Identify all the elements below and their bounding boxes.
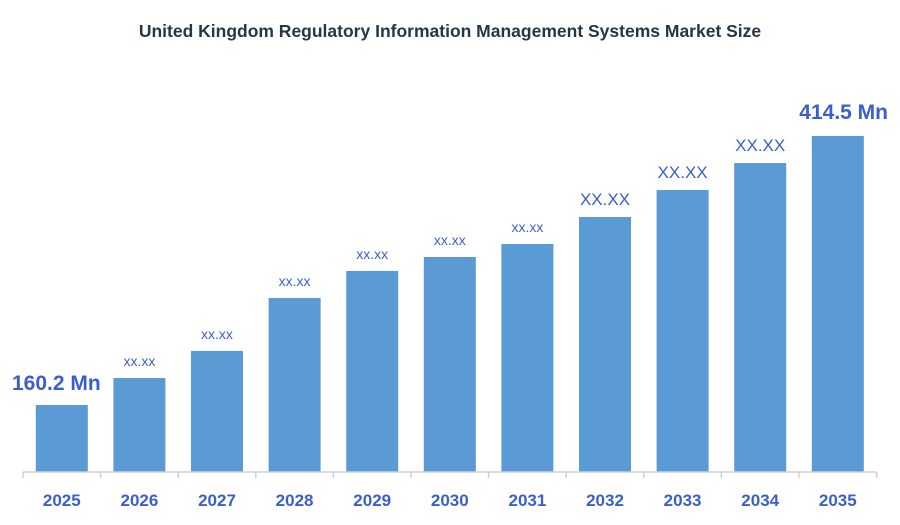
data-label-2034: XX.XX	[735, 136, 785, 155]
x-tick-label: 2025	[43, 491, 81, 510]
data-label-2027: xx.xx	[201, 326, 233, 342]
x-tick-label: 2028	[276, 491, 314, 510]
bar-2027	[191, 350, 243, 472]
bar-2032	[579, 217, 631, 472]
data-label-2026: xx.xx	[123, 353, 155, 369]
bar-2035	[811, 135, 864, 473]
data-label-2033: XX.XX	[658, 163, 708, 182]
x-tick-label: 2033	[664, 491, 702, 510]
data-label-2029: xx.xx	[356, 246, 388, 262]
bar-2034	[734, 163, 787, 472]
data-label-2035: 414.5 Mn	[799, 101, 888, 124]
bar-2025	[35, 405, 88, 472]
data-label-2031: xx.xx	[511, 219, 543, 235]
bar-2030	[423, 256, 476, 472]
data-label-2028: xx.xx	[279, 273, 311, 289]
data-label-2030: xx.xx	[434, 232, 466, 248]
x-tick-label: 2030	[431, 491, 469, 510]
chart-title: United Kingdom Regulatory Information Ma…	[139, 21, 762, 41]
bar-2029	[346, 270, 399, 472]
bar-2033	[656, 190, 709, 472]
x-tick-label: 2032	[586, 491, 624, 510]
x-tick-label: 2035	[819, 491, 857, 510]
x-tick-label: 2026	[120, 491, 158, 510]
bar-2026	[113, 378, 166, 472]
x-tick-label: 2034	[741, 491, 779, 510]
data-label-2032: XX.XX	[580, 190, 630, 209]
x-tick-label: 2029	[353, 491, 391, 510]
data-label-2025: 160.2 Mn	[12, 372, 101, 395]
x-tick-label: 2027	[198, 491, 236, 510]
x-tick-label: 2031	[508, 491, 546, 510]
bar-2031	[501, 243, 554, 472]
bar-2028	[268, 297, 321, 472]
